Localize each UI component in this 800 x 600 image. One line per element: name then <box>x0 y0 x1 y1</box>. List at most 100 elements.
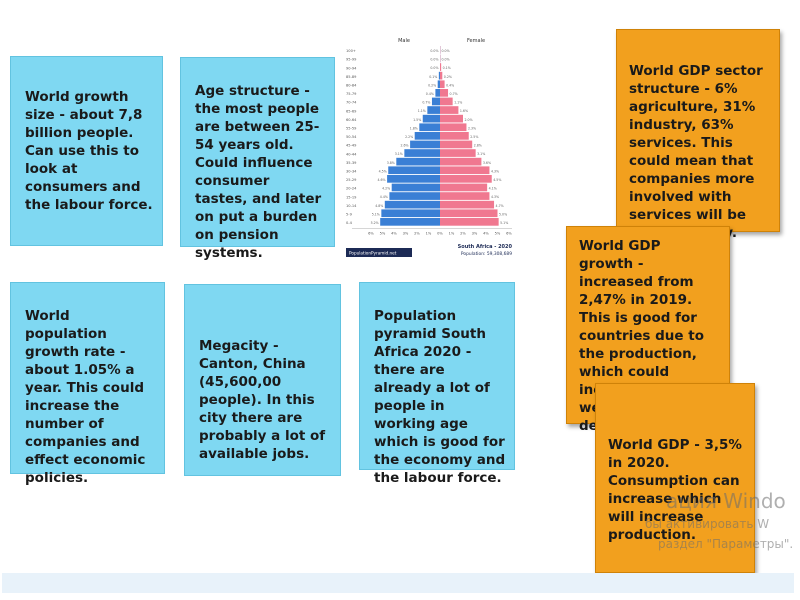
age-tick-label: 65-69 <box>346 109 357 113</box>
activation-watermark-line: бы активировать W <box>645 517 770 531</box>
female-value-label: 4.7% <box>496 204 504 208</box>
age-tick-label: 35-39 <box>346 161 357 165</box>
age-tick-label: 95-99 <box>346 58 357 62</box>
bar-female-15-19 <box>440 192 490 200</box>
bar-male-60-64 <box>422 114 440 123</box>
female-value-label: 0.4% <box>446 83 454 87</box>
male-value-label: 4.4% <box>380 195 388 199</box>
activation-watermark-line: раздел "Параметры". <box>658 537 794 551</box>
bar-female-85-89 <box>440 71 443 80</box>
male-value-label: 2.2% <box>405 135 413 139</box>
age-tick-label: 25-29 <box>346 178 357 182</box>
female-value-label: 4.1% <box>489 187 497 191</box>
note-text: Megacity - Canton, China (45,600,00 peop… <box>199 338 326 462</box>
chart-title: South Africa - 2020 <box>458 244 513 250</box>
age-tick-label: 85-89 <box>346 75 357 79</box>
age-tick-label: 40-44 <box>346 152 357 156</box>
bar-male-85-89 <box>438 71 440 80</box>
bar-male-0-4 <box>380 218 440 226</box>
age-tick-label: 0-4 <box>346 221 353 225</box>
male-value-label: 5.1% <box>372 212 380 216</box>
female-value-label: 2.5% <box>470 135 478 139</box>
activation-watermark-title: ация Windo <box>666 489 786 513</box>
bar-male-30-34 <box>388 166 440 175</box>
age-tick-label: 80-84 <box>346 84 357 88</box>
age-tick-label: 15-19 <box>346 195 357 199</box>
male-value-label: 1.5% <box>413 118 421 122</box>
note-text: World GDP sector structure - 6% agricult… <box>629 63 763 241</box>
bar-female-75-79 <box>440 89 449 97</box>
x-tick-label: 1% <box>449 232 455 236</box>
male-value-label: 1.1% <box>418 109 426 113</box>
bar-male-65-69 <box>427 106 440 114</box>
age-tick-label: 5-9 <box>346 213 353 217</box>
x-tick-label: 4% <box>483 232 489 236</box>
age-tick-label: 55-59 <box>346 127 357 131</box>
x-tick-label: 0% <box>437 232 443 236</box>
bar-female-20-24 <box>440 183 488 192</box>
x-tick-label: 6% <box>506 232 512 236</box>
note-text: World GDP - 3,5% in 2020. Consumption ca… <box>608 437 742 543</box>
bar-male-35-39 <box>396 157 440 166</box>
bar-male-70-74 <box>431 97 440 106</box>
x-tick-label: 3% <box>403 232 409 236</box>
female-value-label: 4.3% <box>491 169 499 173</box>
age-tick-label: 90-94 <box>346 66 357 70</box>
female-value-label: 2.8% <box>474 144 482 148</box>
male-value-label: 0.0% <box>430 66 438 70</box>
age-tick-label: 100+ <box>346 49 356 53</box>
age-tick-label: 45-49 <box>346 144 357 148</box>
note-gdp-2020: World GDP - 3,5% in 2020. Consumption ca… <box>595 383 755 573</box>
bar-female-5-9 <box>440 209 498 218</box>
bar-male-5-9 <box>381 209 440 218</box>
bar-male-40-44 <box>404 149 440 157</box>
female-value-label: 0.1% <box>443 66 451 70</box>
female-value-label: 0.0% <box>442 49 450 53</box>
bar-female-50-54 <box>440 132 469 140</box>
female-value-label: 2.0% <box>465 118 473 122</box>
bar-female-90-94 <box>440 63 442 71</box>
male-value-label: 0.2% <box>428 83 436 87</box>
female-value-label: 1.1% <box>454 101 462 105</box>
male-value-label: 4.5% <box>379 169 387 173</box>
note-population-growth-rate: World population growth rate - about 1.0… <box>10 282 165 486</box>
bar-male-15-19 <box>389 192 440 200</box>
bar-male-50-54 <box>414 132 440 140</box>
age-tick-label: 20-24 <box>346 187 357 191</box>
female-value-label: 4.5% <box>493 178 501 182</box>
age-tick-label: 70-74 <box>346 101 357 105</box>
male-value-label: 5.2% <box>371 221 379 225</box>
female-value-label: 5.1% <box>500 221 508 225</box>
bar-male-80-84 <box>437 80 440 89</box>
x-tick-label: 6% <box>368 232 374 236</box>
source-label: PopulationPyramid.net <box>349 251 397 256</box>
legend-female: Female <box>467 38 485 44</box>
female-value-label: 3.1% <box>477 152 485 156</box>
x-tick-label: 2% <box>414 232 420 236</box>
age-tick-label: 60-64 <box>346 118 357 122</box>
male-value-label: 3.8% <box>387 161 395 165</box>
bar-male-45-49 <box>410 140 440 149</box>
male-value-label: 3.1% <box>395 152 403 156</box>
note-gdp-sector-structure: World GDP sector structure - 6% agricult… <box>616 29 780 241</box>
x-tick-label: 4% <box>391 232 397 236</box>
bar-female-40-44 <box>440 149 476 157</box>
note-text: Population pyramid South Africa 2020 - t… <box>374 308 506 486</box>
age-tick-label: 50-54 <box>346 135 357 139</box>
source-banner <box>346 248 412 257</box>
female-value-label: 0.2% <box>444 75 452 79</box>
bar-female-0-4 <box>440 218 499 226</box>
bar-male-10-14 <box>384 200 440 209</box>
x-tick-label: 3% <box>472 232 478 236</box>
male-value-label: 0.0% <box>430 58 438 62</box>
note-world-growth-size: World growth size - about 7,8 billion pe… <box>10 56 163 246</box>
x-tick-label: 2% <box>460 232 466 236</box>
bar-female-60-64 <box>440 114 463 123</box>
male-value-label: 1.8% <box>410 126 418 130</box>
note-text: Age structure - the most people are betw… <box>195 83 322 261</box>
note-text: World population growth rate - about 1.0… <box>25 308 146 486</box>
age-tick-label: 10-14 <box>346 204 357 208</box>
slide-footer-strip <box>2 573 794 593</box>
bar-female-10-14 <box>440 200 495 209</box>
bar-female-55-59 <box>440 123 467 132</box>
